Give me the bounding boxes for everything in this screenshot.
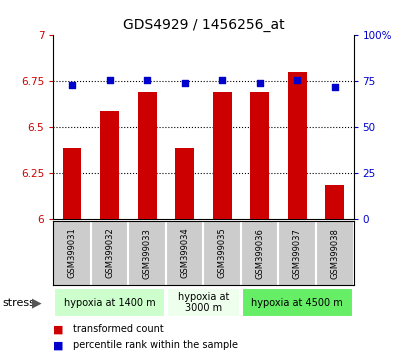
Title: GDS4929 / 1456256_at: GDS4929 / 1456256_at	[122, 18, 284, 32]
Point	[182, 80, 188, 86]
Bar	[242, 288, 353, 317]
Text: GSM399037: GSM399037	[293, 228, 302, 279]
Text: hypoxia at 4500 m: hypoxia at 4500 m	[251, 298, 343, 308]
Text: GSM399032: GSM399032	[105, 228, 114, 279]
Bar	[213, 92, 231, 219]
Text: percentile rank within the sample: percentile rank within the sample	[73, 340, 238, 350]
Text: ▶: ▶	[32, 296, 42, 309]
Text: GSM399034: GSM399034	[180, 228, 189, 279]
Text: ■: ■	[53, 324, 64, 334]
Text: GSM399035: GSM399035	[218, 228, 227, 279]
Text: GSM399031: GSM399031	[68, 228, 77, 279]
Text: GSM399033: GSM399033	[143, 228, 152, 279]
Point	[144, 77, 150, 82]
Point	[257, 80, 263, 86]
Point	[332, 84, 338, 90]
Bar	[250, 92, 269, 219]
Bar	[288, 72, 307, 219]
Bar	[325, 184, 344, 219]
Text: stress: stress	[2, 298, 35, 308]
Bar	[138, 92, 156, 219]
Text: GSM399038: GSM399038	[330, 228, 339, 279]
Bar	[167, 288, 240, 317]
Text: GSM399036: GSM399036	[255, 228, 264, 279]
Text: ■: ■	[53, 340, 64, 350]
Bar	[54, 288, 165, 317]
Text: hypoxia at 1400 m: hypoxia at 1400 m	[64, 298, 155, 308]
Point	[294, 77, 301, 82]
Point	[219, 77, 226, 82]
Point	[69, 82, 75, 88]
Bar	[175, 148, 194, 219]
Bar	[63, 148, 81, 219]
Bar	[100, 111, 119, 219]
Text: hypoxia at
3000 m: hypoxia at 3000 m	[178, 292, 229, 314]
Text: transformed count: transformed count	[73, 324, 164, 334]
Point	[107, 77, 113, 82]
